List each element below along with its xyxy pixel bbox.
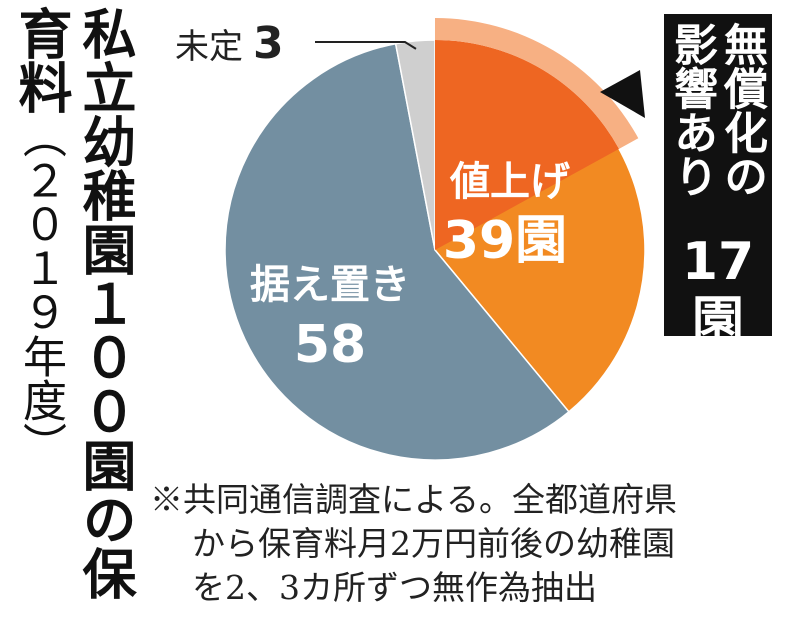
highlight-band <box>435 18 639 149</box>
note: ※共同通信調査による。全都道府県から保育料月2万円前後の幼稚園 を2、3カ所ずつ無… <box>150 478 677 610</box>
note-line: ※共同通信調査による。全都道府県 <box>150 480 678 519</box>
leader-line <box>315 41 417 50</box>
callout: 無償化の影響あり 17園 <box>664 14 772 352</box>
highlight-slice <box>435 40 620 250</box>
value-label: 58 <box>294 315 366 375</box>
slice-label: 据え置き <box>250 262 410 308</box>
pie-slice <box>394 39 436 251</box>
value-label: 3 <box>253 18 284 69</box>
title-block: 私立幼稚園１００園の保育料（２０１９年度） <box>8 6 136 606</box>
callout-pointer <box>600 70 645 118</box>
note-line: を2、3カ所ずつ無作為抽出 <box>192 568 597 607</box>
subtitle: （２０１９年度） <box>15 114 66 466</box>
value-label: 39園 <box>443 211 567 271</box>
slice-label: 値上げ <box>449 159 570 205</box>
slice-label: 未定 3 <box>175 18 284 69</box>
callout-value: 17園 <box>681 232 755 352</box>
callout-label: 無償化の影響あり <box>666 22 767 198</box>
slice-label-name: 未定 <box>175 27 243 67</box>
note-line: から保育料月2万円前後の幼稚園 <box>192 524 675 563</box>
chart-title: 私立幼稚園１００園の保育料 <box>9 6 136 600</box>
pie-slice <box>224 42 570 461</box>
